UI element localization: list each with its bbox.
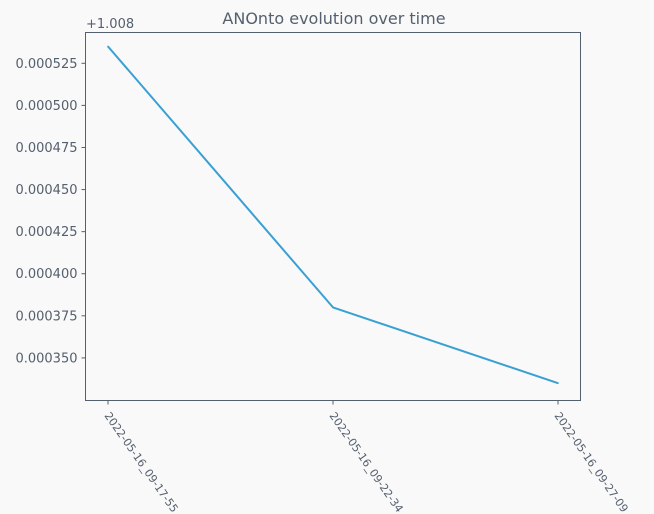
data-point	[107, 45, 109, 48]
x-tick-label: 2022-05-16_09-17-55	[102, 410, 181, 514]
y-axis-offset-label: +1.008	[86, 17, 134, 32]
y-tick-label: 0.000350	[15, 351, 77, 366]
y-tick-label: 0.000450	[15, 183, 77, 198]
y-tick-label: 0.000425	[15, 225, 77, 240]
y-tick-label: 0.000375	[15, 309, 77, 324]
y-tick-label: 0.000525	[15, 57, 77, 72]
data-point	[557, 382, 559, 384]
series-line	[107, 45, 559, 385]
x-tick-label: 2022-05-16_09-27-09	[552, 410, 631, 514]
y-axis: 0.000350 0.000375 0.000400 0.000425 0.000450…	[15, 57, 86, 366]
plot-area-frame	[85, 32, 581, 401]
series-group	[107, 45, 559, 385]
data-point	[332, 306, 334, 309]
y-tick-label: 0.000400	[15, 267, 77, 282]
x-axis: 2022-05-16_09-17-55 2022-05-16_09-22-34 20…	[102, 400, 631, 514]
x-tick-label: 2022-05-16_09-22-34	[327, 410, 406, 514]
y-tick-label: 0.000500	[15, 99, 77, 114]
y-tick-label: 0.000475	[15, 141, 77, 156]
chart-title: ANOnto evolution over time	[222, 9, 445, 28]
